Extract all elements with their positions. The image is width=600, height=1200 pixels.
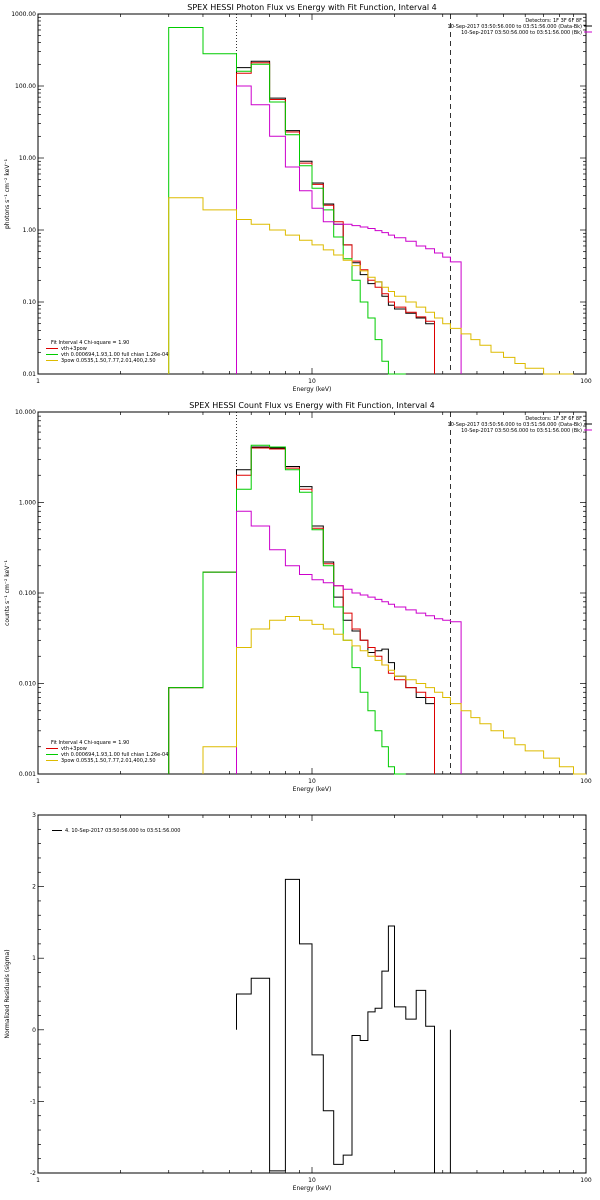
y-tick-label: -2 — [30, 1170, 36, 1177]
y-tick-label: 0.01 — [23, 371, 37, 378]
y-tick-label: 0.001 — [19, 771, 36, 778]
y-axis-label: Normalized Residuals (sigma) — [4, 949, 11, 1038]
series-line-fit — [168, 447, 435, 774]
legend-entry: Fit Interval 4 Chi-square = 1.90 — [51, 740, 129, 746]
y-tick-label: 0.010 — [19, 681, 36, 688]
chart-title: SPEX HESSI Count Flux vs Energy with Fit… — [189, 401, 434, 410]
x-axis-label: Energy (keV) — [293, 1185, 332, 1192]
y-tick-label: 3 — [32, 812, 36, 819]
y-tick-label: 0 — [32, 1027, 36, 1034]
legend-entry: vth 0.000694,1.93,1.00 full chian 1.26e-… — [61, 352, 168, 358]
legend-entry: 3pow 0.0535,1.50,7.77,2.01,400,2.50 — [61, 758, 156, 764]
y-tick-label: 0.100 — [19, 590, 36, 597]
y-axis-label: counts s⁻¹ cm⁻² keV⁻¹ — [4, 560, 11, 626]
header-line: 10-Sep-2017 03:50:56.000 to 03:51:56.000… — [461, 30, 582, 36]
x-tick-label: 1 — [36, 378, 40, 385]
series-line-total — [236, 878, 451, 1174]
plot-frame — [37, 411, 587, 775]
y-tick-label: 0.10 — [23, 299, 37, 306]
x-tick-label: 100 — [580, 1177, 592, 1184]
y-tick-label: 1.00 — [23, 227, 37, 234]
series-line-bk — [236, 85, 462, 374]
legend-entry: vth 0.000694,1.93,1.00 full chian 1.26e-… — [61, 752, 168, 758]
header-line: Detectors: 1F 3F 6F 8F — [525, 18, 582, 24]
y-tick-label: 2 — [32, 884, 36, 891]
y-tick-label: -1 — [30, 1098, 36, 1105]
x-tick-label: 1 — [36, 1177, 40, 1184]
y-tick-label: 1000.00 — [11, 11, 36, 18]
series-line-bk — [236, 510, 462, 774]
x-axis-label: Energy (keV) — [293, 386, 332, 393]
x-tick-label: 100 — [580, 778, 592, 785]
x-tick-label: 10 — [308, 1177, 316, 1184]
legend-entry: 3pow 0.0535,1.50,7.77,2.01,400,2.50 — [61, 358, 156, 364]
legend-entry: vth+3pow — [61, 346, 87, 352]
y-tick-label: 10.000 — [15, 409, 36, 416]
legend-entry: 4. 10-Sep-2017 03:50:56.000 to 03:51:56.… — [65, 828, 180, 834]
chart-panel-2: SPEX HESSI Count Flux vs Energy with Fit… — [4, 401, 592, 793]
series-line-fit — [236, 62, 435, 374]
x-tick-label: 100 — [580, 378, 592, 385]
x-tick-label: 10 — [308, 778, 316, 785]
y-tick-label: 1.000 — [19, 500, 36, 507]
y-axis-label: photons s⁻¹ cm⁻² keV⁻¹ — [4, 158, 11, 229]
header-line: 10-Sep-2017 03:50:56.000 to 03:51:56.000… — [461, 428, 582, 434]
x-tick-label: 10 — [308, 378, 316, 385]
series-line-bpow — [168, 197, 574, 375]
header-line: Detectors: 1F 3F 6F 8F — [525, 416, 582, 422]
y-tick-label: 10.00 — [19, 155, 36, 162]
chart-panel-1: SPEX HESSI Photon Flux vs Energy with Fi… — [4, 3, 592, 393]
header-line: 10-Sep-2017 03:50:56.000 to 03:51:56.000… — [448, 24, 583, 30]
series-line-total — [168, 446, 435, 774]
legend-entry: Fit Interval 4 Chi-square = 1.90 — [51, 340, 129, 346]
header-line: 10-Sep-2017 03:50:56.000 to 03:51:56.000… — [448, 422, 583, 428]
legend-entry: vth+3pow — [61, 746, 87, 752]
series-line-total — [236, 60, 435, 374]
series-line-vth — [168, 27, 406, 375]
chart-title: SPEX HESSI Photon Flux vs Energy with Fi… — [187, 3, 437, 12]
series-line-bpow — [202, 616, 586, 775]
x-tick-label: 1 — [36, 778, 40, 785]
y-tick-label: 100.00 — [15, 83, 36, 90]
series-line-vth — [168, 444, 406, 775]
x-axis-label: Energy (keV) — [293, 786, 332, 793]
y-tick-label: 1 — [32, 955, 36, 962]
